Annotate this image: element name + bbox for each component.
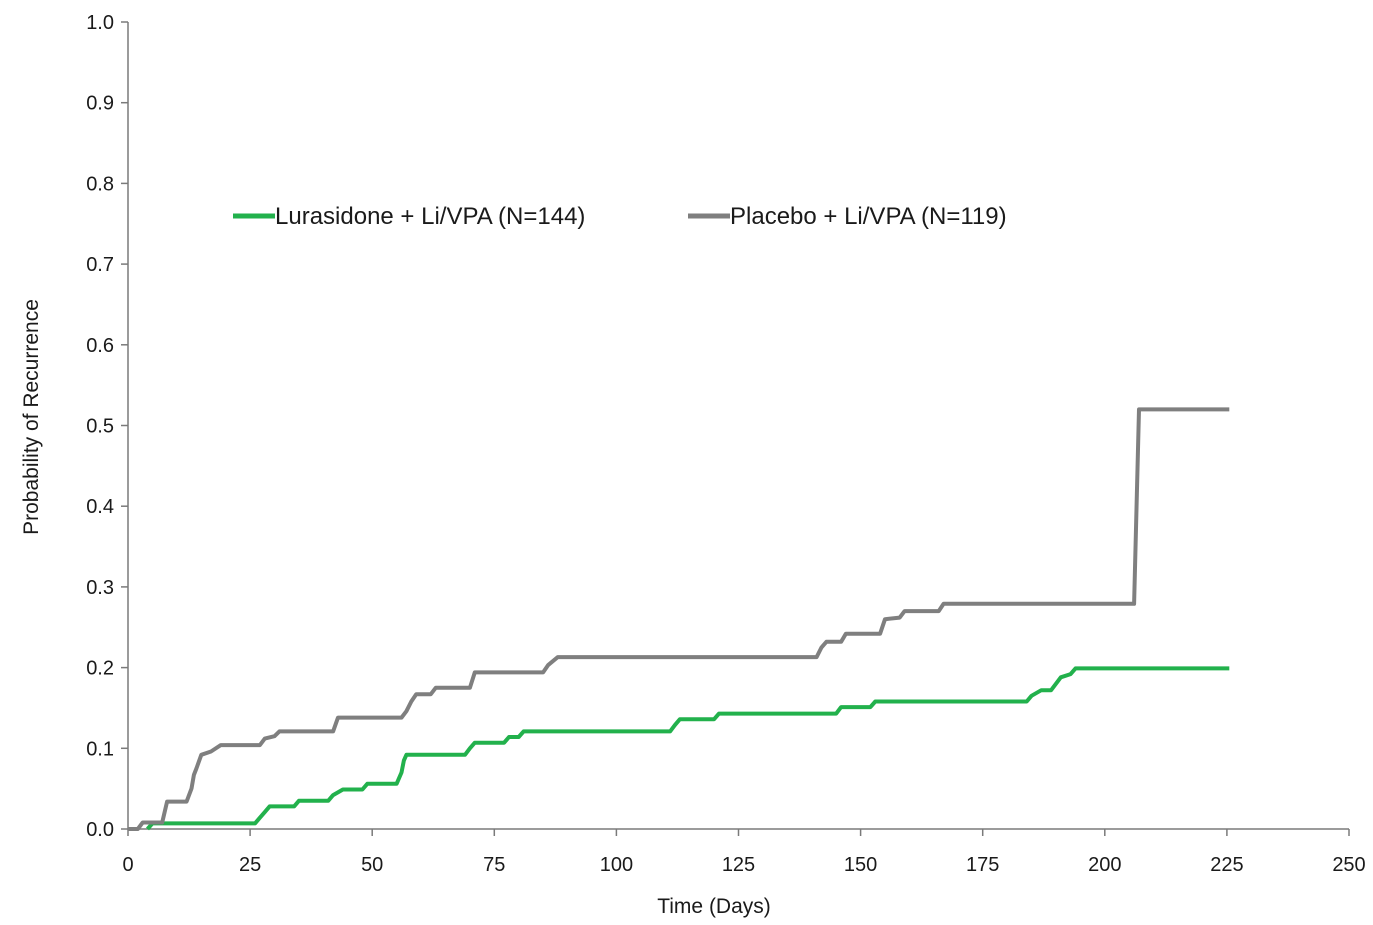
y-tick-label: 0.7	[86, 254, 114, 276]
y-tick-label: 0.4	[86, 496, 114, 518]
y-tick-label: 0.0	[86, 819, 114, 841]
y-tick-label: 0.2	[86, 658, 114, 680]
x-tick-label: 0	[122, 854, 133, 876]
x-tick-label: 200	[1088, 854, 1121, 876]
x-tick-label: 225	[1210, 854, 1243, 876]
series-group	[128, 407, 1230, 831]
x-tick-label: 125	[722, 854, 755, 876]
y-tick-label: 0.5	[86, 416, 114, 438]
series-line-lurasidone	[145, 666, 1230, 831]
x-tick-label: 100	[600, 854, 633, 876]
x-tick-label: 25	[239, 854, 261, 876]
y-tick-label: 0.3	[86, 577, 114, 599]
y-tick-label: 0.9	[86, 93, 114, 115]
axes: 0.0 0.1 0.2 0.3 0.4 0.5 0.6 0.7 0.8 0.9 1.0 0 25 50 75…	[86, 12, 1366, 876]
series-line-placebo	[128, 407, 1230, 831]
legend-label: Lurasidone + Li/VPA (N=144)	[275, 203, 585, 230]
x-tick-label: 250	[1332, 854, 1365, 876]
y-axis-title: Probability of Recurrence	[20, 299, 43, 535]
legend: Lurasidone + Li/VPA (N=144) Placebo + Li/…	[233, 203, 1007, 230]
y-tick-label: 1.0	[86, 12, 114, 34]
x-tick-label: 50	[361, 854, 383, 876]
x-tick-label: 75	[483, 854, 505, 876]
legend-label: Placebo + Li/VPA (N=119)	[730, 203, 1007, 230]
y-tick-label: 0.8	[86, 173, 114, 195]
x-tick-label: 150	[844, 854, 877, 876]
x-tick-label: 175	[966, 854, 999, 876]
y-tick-label: 0.1	[86, 738, 114, 760]
y-tick-label: 0.6	[86, 335, 114, 357]
x-axis-title: Time (Days)	[657, 895, 771, 918]
